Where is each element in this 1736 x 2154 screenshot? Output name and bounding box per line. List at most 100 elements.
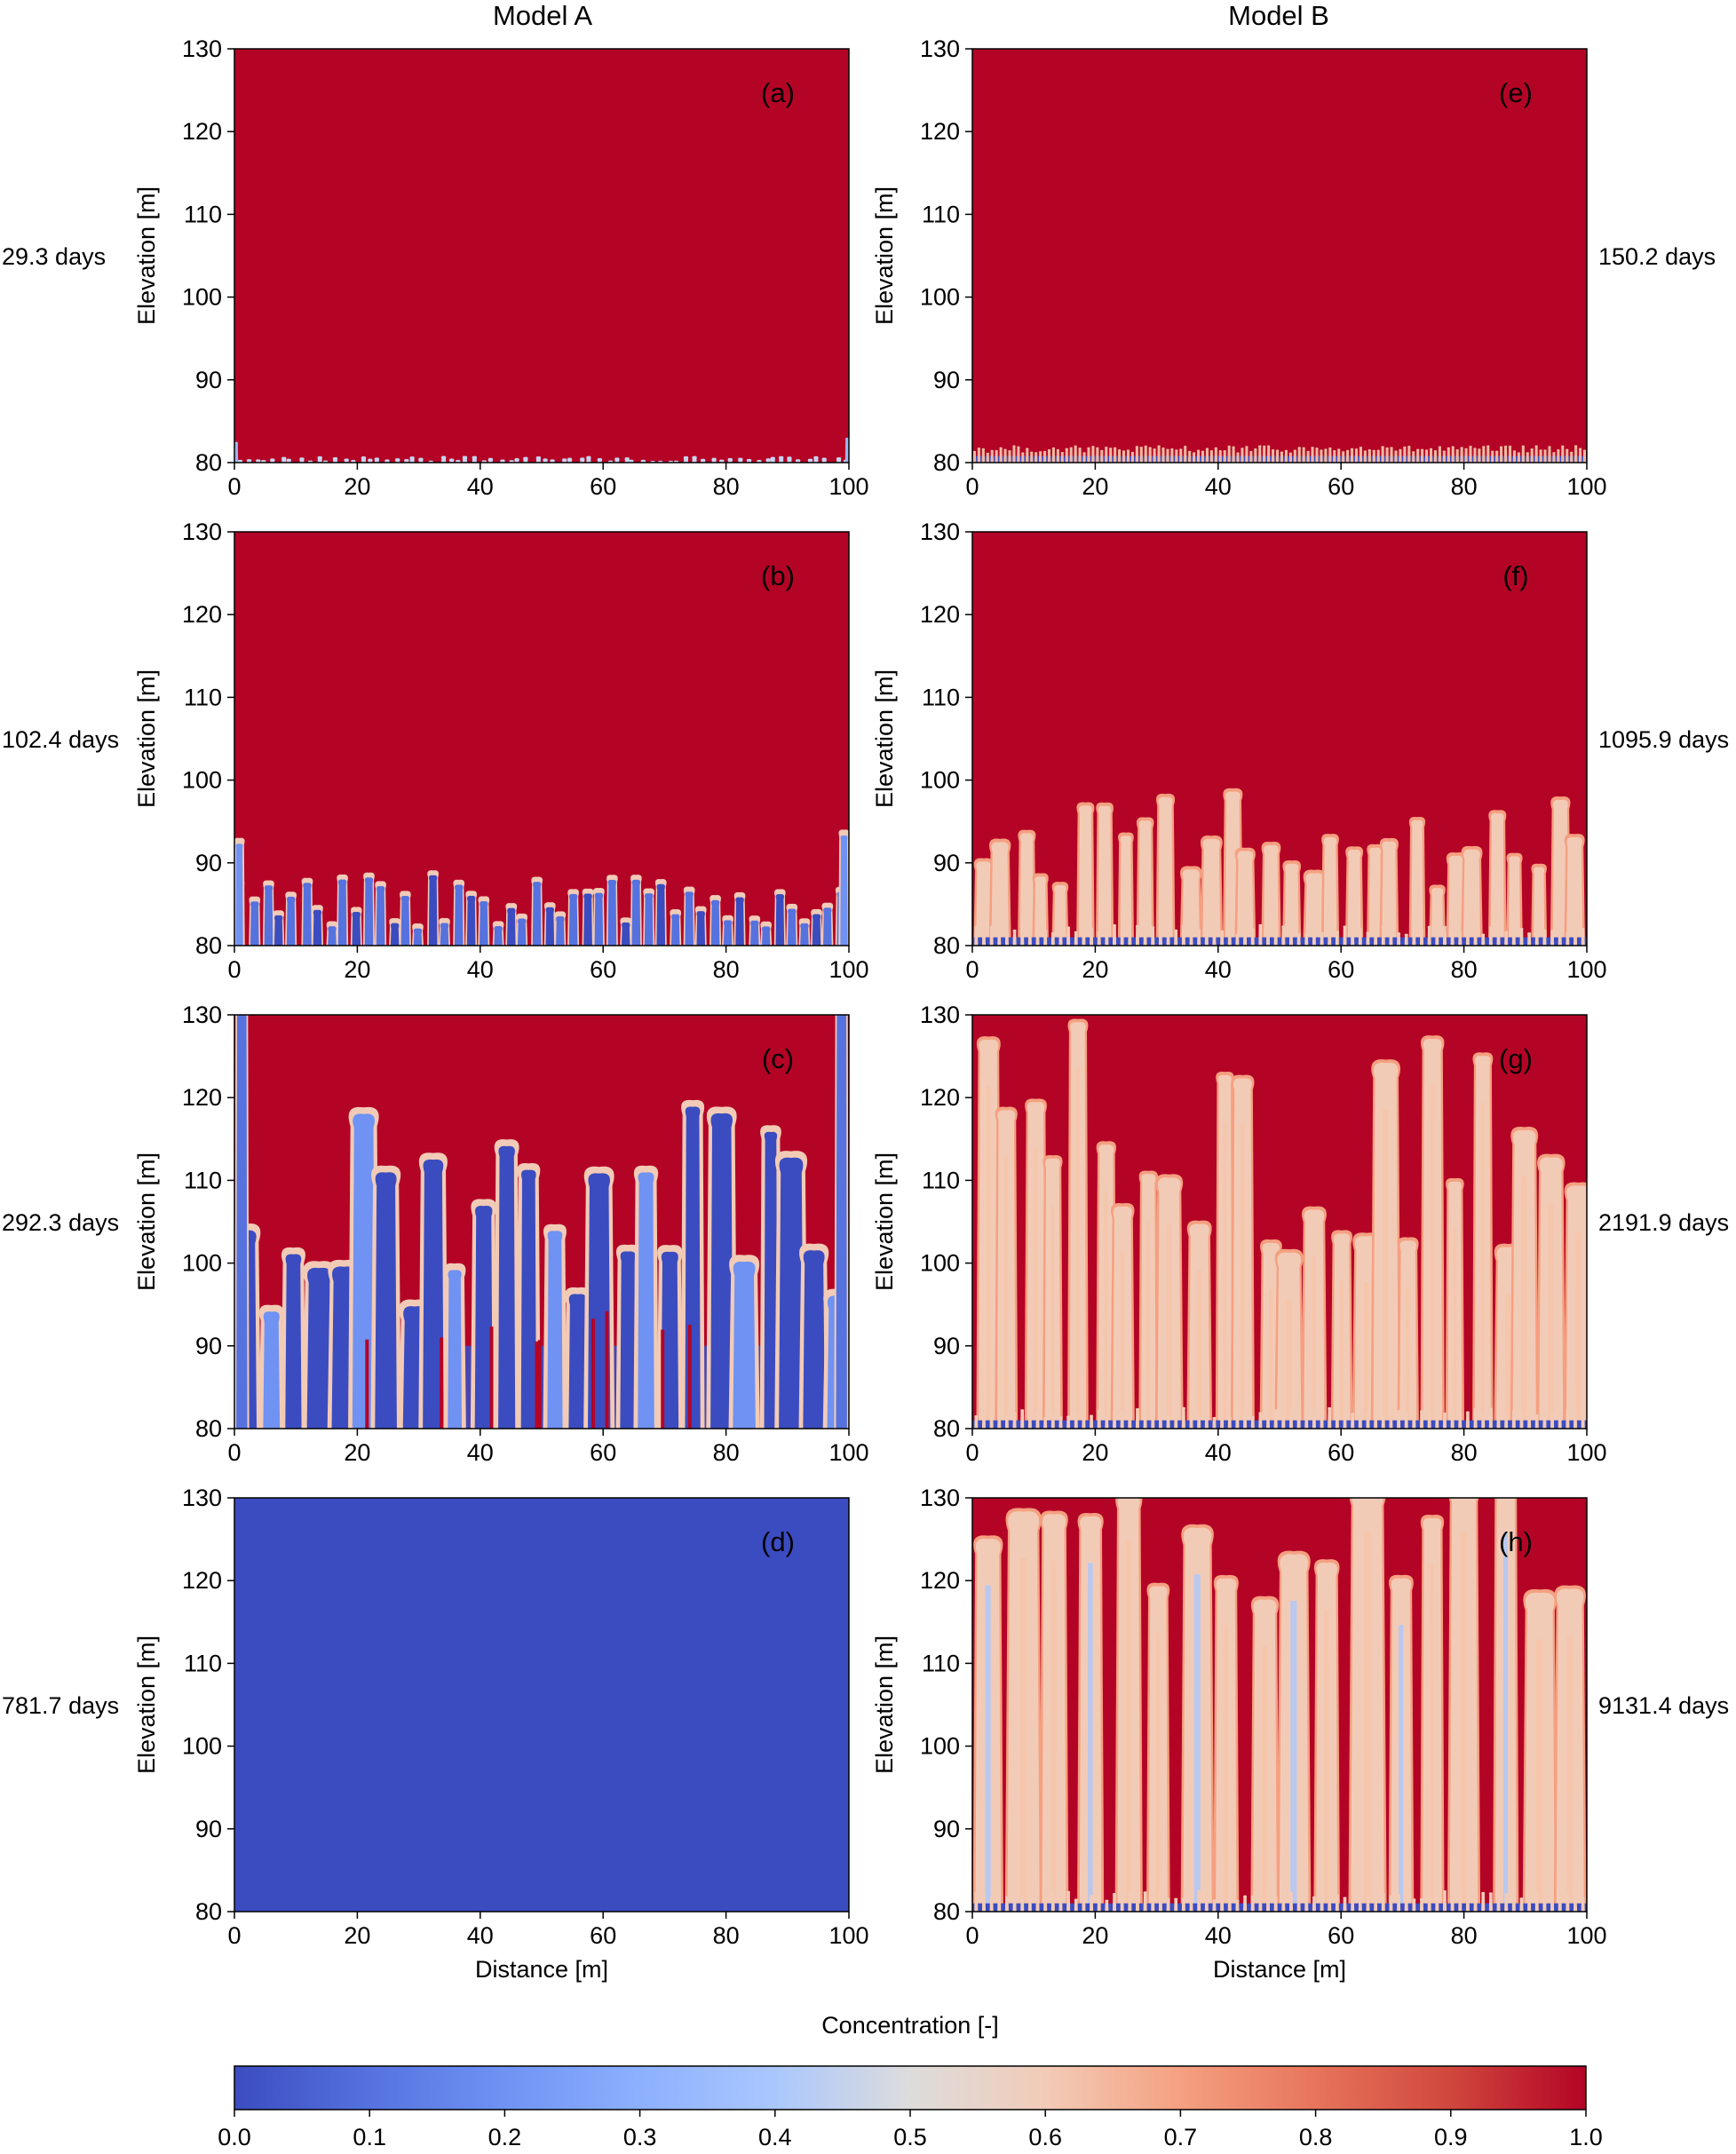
finger xyxy=(1003,448,1007,463)
y-axis-title: Elevation [m] xyxy=(133,186,160,325)
finger xyxy=(547,1231,563,1429)
x-tick-label: 0 xyxy=(227,473,241,500)
finger xyxy=(1280,451,1284,463)
bottom-finger xyxy=(1112,923,1117,946)
bottom-layer xyxy=(972,937,1587,946)
bottom-finger xyxy=(1020,924,1025,946)
panel-field xyxy=(972,1498,1587,1912)
bottom-finger xyxy=(1296,1897,1301,1912)
panel-frame xyxy=(234,531,850,946)
plume-core xyxy=(1324,1609,1329,1912)
bottom-layer xyxy=(972,1420,1587,1429)
finger xyxy=(1570,451,1573,463)
finger xyxy=(1429,447,1433,463)
dense-streak xyxy=(605,1311,609,1429)
bottom-finger xyxy=(1496,1897,1501,1912)
bottom-finger xyxy=(1581,927,1585,946)
bottom-finger xyxy=(1082,1414,1086,1429)
bottom-finger xyxy=(1566,1408,1570,1429)
bottom-finger xyxy=(1550,1412,1555,1429)
bottom-finger xyxy=(1442,1412,1447,1429)
finger xyxy=(1091,446,1095,463)
bottom-finger xyxy=(1288,1891,1294,1912)
finger xyxy=(1126,449,1130,463)
bottom-finger xyxy=(1027,1412,1032,1429)
colorbar-tick-label: 0.2 xyxy=(488,2124,522,2150)
bottom-finger xyxy=(1496,930,1501,946)
bottom-finger xyxy=(1058,925,1063,946)
bottom-finger xyxy=(1558,1892,1562,1912)
bottom-finger xyxy=(1143,1415,1147,1429)
column-title-model-b: Model B xyxy=(1228,0,1329,31)
x-tick-label: 40 xyxy=(467,956,494,983)
finger xyxy=(821,457,827,463)
bottom-finger xyxy=(997,1889,1002,1912)
finger xyxy=(1455,448,1459,463)
finger xyxy=(807,458,813,463)
bottom-finger xyxy=(1012,929,1017,946)
bottom-finger xyxy=(1074,930,1078,946)
finger xyxy=(1271,449,1275,463)
finger xyxy=(1573,445,1578,463)
x-tick-label: 0 xyxy=(965,956,979,983)
bottom-finger xyxy=(1128,1408,1132,1429)
x-tick-label: 80 xyxy=(1451,1439,1478,1466)
plume-core xyxy=(1240,1124,1245,1429)
y-tick-label: 80 xyxy=(195,1415,222,1442)
finger xyxy=(1060,451,1065,463)
finger xyxy=(1161,447,1165,463)
bottom-finger xyxy=(1404,1893,1408,1912)
panel-field xyxy=(234,532,849,946)
finger xyxy=(286,458,291,463)
finger xyxy=(813,455,819,463)
finger xyxy=(1566,448,1569,463)
finger xyxy=(1218,450,1222,463)
bottom-finger xyxy=(1488,926,1493,946)
y-tick-label: 110 xyxy=(922,201,960,227)
finger xyxy=(1030,451,1034,463)
bottom-finger xyxy=(1511,1410,1516,1429)
finger xyxy=(1209,450,1214,463)
finger xyxy=(640,459,646,463)
x-tick-label: 0 xyxy=(227,1922,241,1949)
bottom-finger xyxy=(1481,1413,1486,1429)
finger xyxy=(787,908,797,946)
plume-core xyxy=(1480,1102,1485,1429)
bottom-finger xyxy=(1258,1895,1263,1912)
plume-core xyxy=(1363,1532,1371,1912)
bottom-finger xyxy=(1527,932,1532,946)
bottom-finger xyxy=(1573,1899,1578,1912)
bottom-finger xyxy=(1320,1896,1324,1912)
finger xyxy=(562,458,567,463)
finger xyxy=(638,1172,654,1429)
plume-core xyxy=(1262,1645,1268,1912)
bottom-finger xyxy=(1027,1897,1032,1912)
finger xyxy=(479,901,488,946)
finger xyxy=(1503,445,1508,463)
finger xyxy=(440,923,449,946)
finger xyxy=(375,1172,397,1429)
bottom-finger xyxy=(1335,1412,1339,1429)
bottom-finger xyxy=(1189,932,1193,946)
finger xyxy=(317,455,322,463)
finger xyxy=(545,907,555,946)
bottom-finger xyxy=(1412,1898,1416,1912)
y-tick-label: 130 xyxy=(182,1002,222,1028)
finger xyxy=(472,455,478,463)
x-tick-label: 80 xyxy=(713,956,740,983)
panel-field xyxy=(972,1015,1587,1429)
bottom-finger xyxy=(1066,1415,1071,1429)
finger xyxy=(1196,449,1201,463)
y-tick-label: 80 xyxy=(933,1898,960,1925)
plume-core xyxy=(1223,1121,1227,1429)
finger xyxy=(1017,446,1020,463)
bottom-finger xyxy=(1020,1896,1025,1912)
x-tick-label: 0 xyxy=(965,1922,979,1949)
finger xyxy=(1359,447,1363,463)
bottom-finger xyxy=(1296,933,1301,946)
finger xyxy=(535,456,542,463)
finger xyxy=(1105,447,1108,463)
finger xyxy=(1184,446,1187,463)
colorbar-tick-label: 0.7 xyxy=(1164,2124,1198,2150)
y-tick-label: 120 xyxy=(182,118,222,145)
